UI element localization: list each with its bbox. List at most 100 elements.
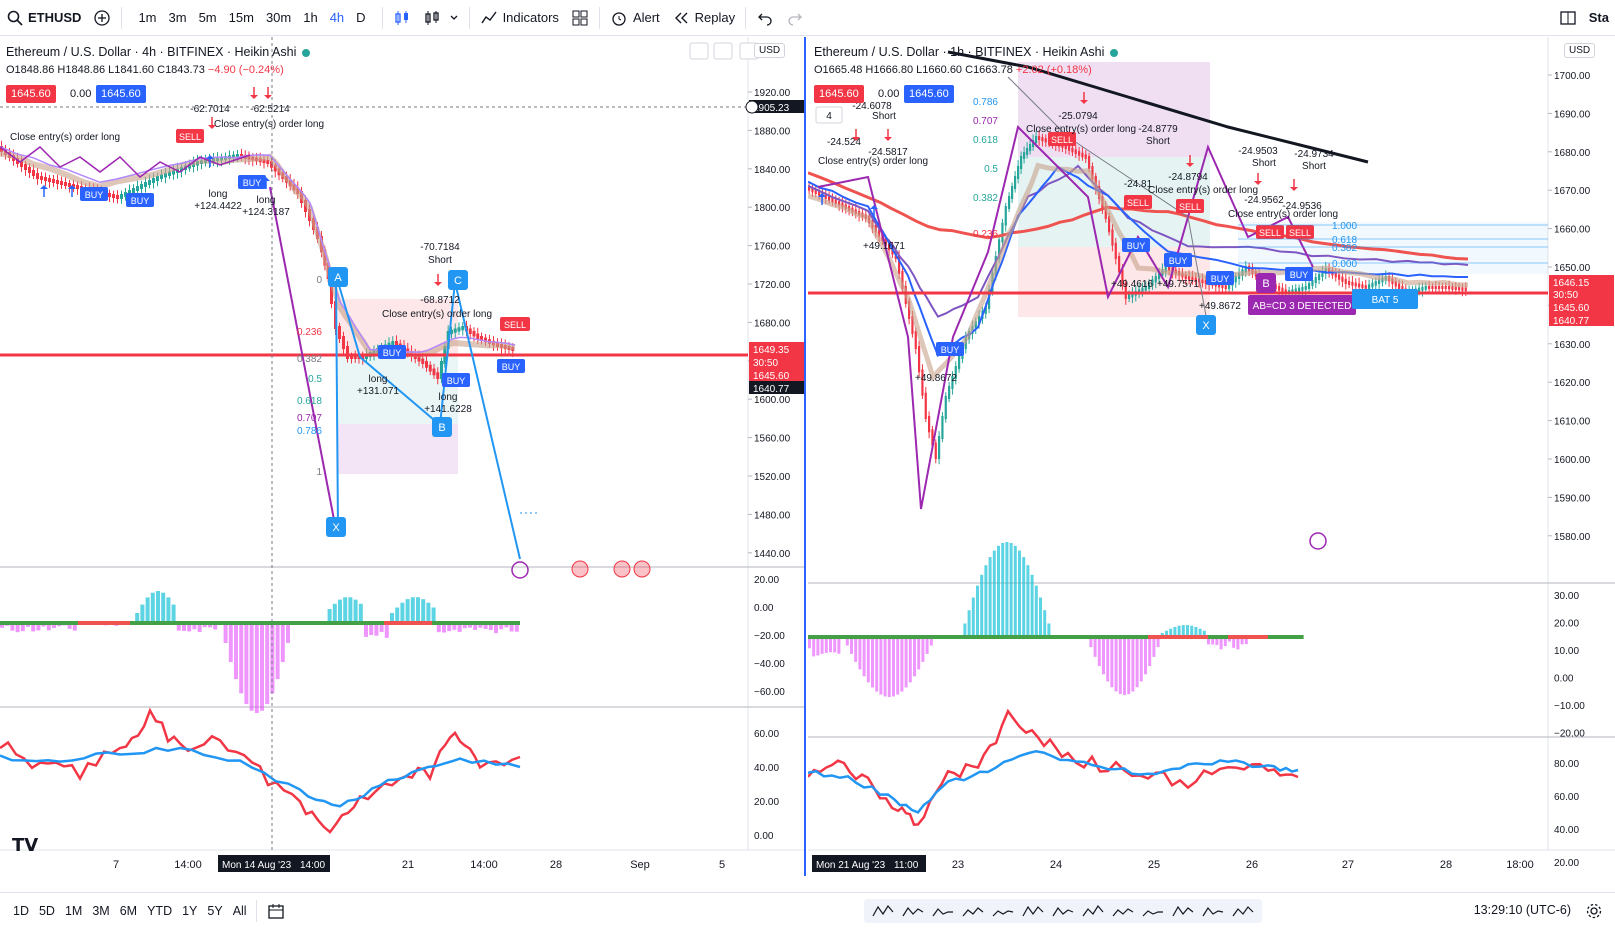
xabcd-tool-icon[interactable]	[1081, 903, 1105, 919]
candle-down	[350, 356, 353, 359]
candle-up	[1324, 268, 1327, 274]
add-alert-icon[interactable]	[745, 100, 759, 114]
range-1m[interactable]: 1M	[64, 903, 83, 918]
up-arrow-button[interactable]	[713, 42, 733, 60]
candle-down	[808, 186, 811, 191]
harmonic-pattern-line	[817, 125, 1314, 510]
range-5y[interactable]: 5Y	[207, 903, 223, 918]
macd-bar	[1026, 565, 1030, 637]
panel-icon	[1560, 10, 1576, 25]
buy-button[interactable]: 1645.60	[904, 85, 954, 103]
chart-type-candles-button[interactable]	[387, 0, 417, 36]
channel-tool-icon[interactable]	[1021, 903, 1045, 919]
pattern-point-marker	[1196, 315, 1216, 335]
fib-zone-top	[1018, 62, 1210, 157]
candle-up	[1029, 144, 1032, 151]
signal-label: SELL	[1127, 198, 1149, 208]
candle-up	[954, 366, 957, 379]
candle-down	[468, 328, 472, 334]
redo-button[interactable]	[780, 0, 810, 36]
timeframe-15m[interactable]: 15m	[228, 10, 254, 25]
buy-button[interactable]: 1645.60	[96, 85, 146, 103]
macd-bar	[166, 597, 171, 623]
brush-tool-icon[interactable]	[1201, 903, 1225, 919]
timeframe-5m[interactable]: 5m	[198, 10, 217, 25]
go-to-date-button[interactable]	[261, 893, 291, 928]
range-all[interactable]: All	[232, 903, 247, 918]
clock[interactable]: 13:29:10 (UTC-6)	[1473, 903, 1571, 917]
alert-button[interactable]: Alert	[604, 0, 666, 36]
settings-button[interactable]	[1585, 902, 1603, 920]
macd-tick-label: −20.00	[1554, 729, 1585, 740]
timeframe-1m[interactable]: 1m	[138, 10, 157, 25]
left-chart-title: Ethereum / U.S. Dollar · 4h · BITFINEX ·…	[6, 45, 311, 59]
macd-bar	[1013, 545, 1017, 637]
trend-line-tool-icon[interactable]	[1051, 903, 1075, 919]
right-chart-pane[interactable]: 1700.00 1690.00 1680.00 1670.00 1660.00 1650.…	[808, 37, 1615, 876]
left-chart-pane[interactable]: 1920.00 1880.00 1840.00 1800.00 1760.00 1720.…	[0, 37, 806, 876]
candle-up	[984, 306, 987, 314]
bottom-toolbar: 1D 5D 1M 3M 6M YTD 1Y 5Y All 13:29:10 (UTC-6)	[0, 892, 1615, 928]
timeframe-1h[interactable]: 1h	[303, 10, 318, 25]
ohlc-high: H1666.80	[865, 64, 914, 76]
range-1d[interactable]: 1D	[13, 903, 29, 918]
sell-button[interactable]: 1645.60	[6, 85, 56, 103]
last-price-tag: 1646.15	[1553, 278, 1590, 289]
macd-tick-label: 10.00	[1554, 646, 1579, 657]
candle-up	[1304, 286, 1307, 290]
position-tool-icon[interactable]	[1171, 903, 1195, 919]
pitchfork-tool-icon[interactable]	[991, 903, 1015, 919]
macd-bar	[1223, 637, 1227, 647]
candle-up	[128, 190, 131, 195]
start-trial-partial[interactable]: Sta	[1588, 10, 1609, 25]
candle-down	[1334, 272, 1337, 278]
fib-extension-tool-icon[interactable]	[1141, 903, 1165, 919]
countdown-tag: 30:50	[753, 358, 778, 369]
gann-tool-icon[interactable]	[1111, 903, 1135, 919]
right-time-axis[interactable]	[808, 850, 1615, 876]
range-5d[interactable]: 5D	[38, 903, 55, 918]
timeframe-30m[interactable]: 30m	[265, 10, 292, 25]
price-tick-label: 1680.00	[1554, 148, 1591, 159]
sell-button[interactable]: 1645.60	[814, 85, 864, 103]
candle-down	[1434, 286, 1437, 289]
pattern-tool-icon[interactable]	[871, 903, 895, 919]
right-chart-canvas[interactable]: 1700.00 1690.00 1680.00 1670.00 1660.00 1650.…	[808, 37, 1615, 876]
left-time-axis[interactable]	[0, 850, 804, 876]
chart-type-bars-button[interactable]	[417, 0, 465, 36]
interval-multiplier-select[interactable]	[815, 106, 843, 124]
range-6m[interactable]: 6M	[119, 903, 138, 918]
down-arrow-button[interactable]	[689, 42, 709, 60]
candle-down	[395, 341, 398, 347]
macd-bar	[187, 623, 192, 632]
timeframe-D[interactable]: D	[356, 10, 366, 25]
candle-down	[1121, 269, 1124, 286]
currency-select[interactable]: USD	[754, 43, 786, 58]
measure-tool-icon[interactable]	[1231, 903, 1255, 919]
indicators-button[interactable]: Indicators	[474, 0, 565, 36]
left-chart-canvas[interactable]: 1920.001880.001840.001800.001760.001720.…	[0, 37, 806, 876]
panels-toggle-button[interactable]	[1553, 0, 1583, 36]
layout-button[interactable]	[565, 0, 595, 36]
range-ytd[interactable]: YTD	[147, 903, 173, 918]
range-3m[interactable]: 3M	[92, 903, 110, 918]
currency-select[interactable]: USD	[1564, 43, 1596, 58]
elliott-tool-icon[interactable]	[901, 903, 925, 919]
compare-button[interactable]	[87, 0, 117, 36]
timeframe-3m[interactable]: 3m	[168, 10, 187, 25]
candle-up	[1311, 280, 1314, 286]
undo-button[interactable]	[750, 0, 780, 36]
replay-button[interactable]: Replay	[666, 0, 741, 36]
candle-up	[148, 180, 151, 185]
symbol-search[interactable]: ETHUSD	[0, 0, 87, 36]
macd-bar	[462, 623, 467, 629]
candle-down	[24, 164, 27, 170]
line-tool-icon[interactable]	[961, 903, 985, 919]
range-1y[interactable]: 1Y	[182, 903, 198, 918]
candle-up	[136, 186, 139, 191]
candle-up	[132, 188, 135, 193]
fib-tool-icon[interactable]	[931, 903, 955, 919]
macd-bar	[1152, 637, 1156, 657]
timeframe-4h[interactable]: 4h	[329, 10, 345, 25]
candle-down	[1441, 286, 1444, 289]
